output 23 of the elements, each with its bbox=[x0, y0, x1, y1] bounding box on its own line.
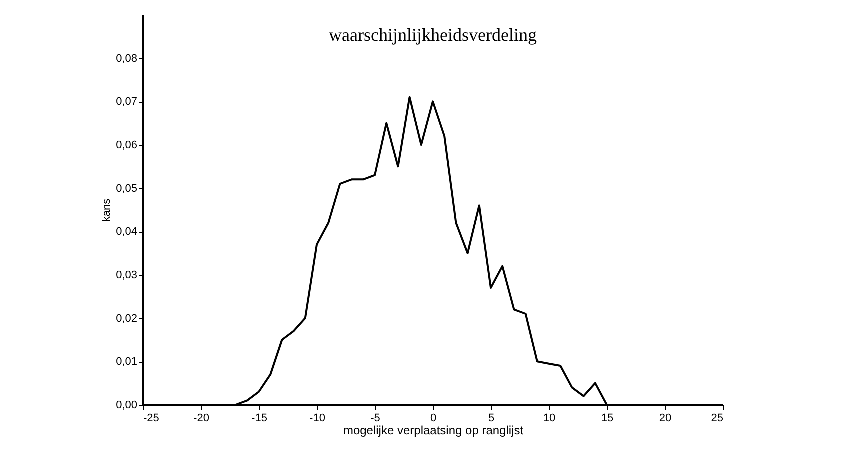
x-tick-label: -10 bbox=[310, 412, 326, 424]
x-axis-title: mogelijke verplaatsing op ranglijst bbox=[343, 424, 524, 438]
text: waarschijnlijkheidsverdeling bbox=[329, 25, 537, 45]
y-tick-label: 0,02 bbox=[116, 312, 138, 325]
x-tick-label: 10 bbox=[543, 412, 556, 424]
y-tick-label: 0,08 bbox=[116, 52, 138, 65]
x-tick-label: 5 bbox=[488, 412, 495, 424]
x-tick-label: -5 bbox=[370, 412, 380, 424]
y-tick-label: 0,00 bbox=[116, 400, 138, 412]
x-tick-label: 25 bbox=[711, 412, 724, 424]
x-tick-label: -25 bbox=[144, 412, 160, 424]
y-tick-label: 0,07 bbox=[116, 96, 138, 108]
x-tick-label: 0 bbox=[430, 412, 437, 424]
y-tick-label: 0,03 bbox=[116, 270, 138, 282]
x-tick-label: -15 bbox=[252, 412, 268, 424]
x-tick-label: 20 bbox=[659, 412, 672, 424]
y-tick-label: 0,04 bbox=[116, 226, 138, 238]
y-tick-label: 0,06 bbox=[116, 140, 138, 152]
x-tick-label: 15 bbox=[601, 412, 614, 424]
y-tick-label: 0,05 bbox=[116, 182, 138, 195]
y-tick-label: 0,01 bbox=[116, 356, 138, 368]
x-tick-label: -20 bbox=[194, 412, 210, 424]
y-axis-title: kans bbox=[101, 198, 114, 222]
